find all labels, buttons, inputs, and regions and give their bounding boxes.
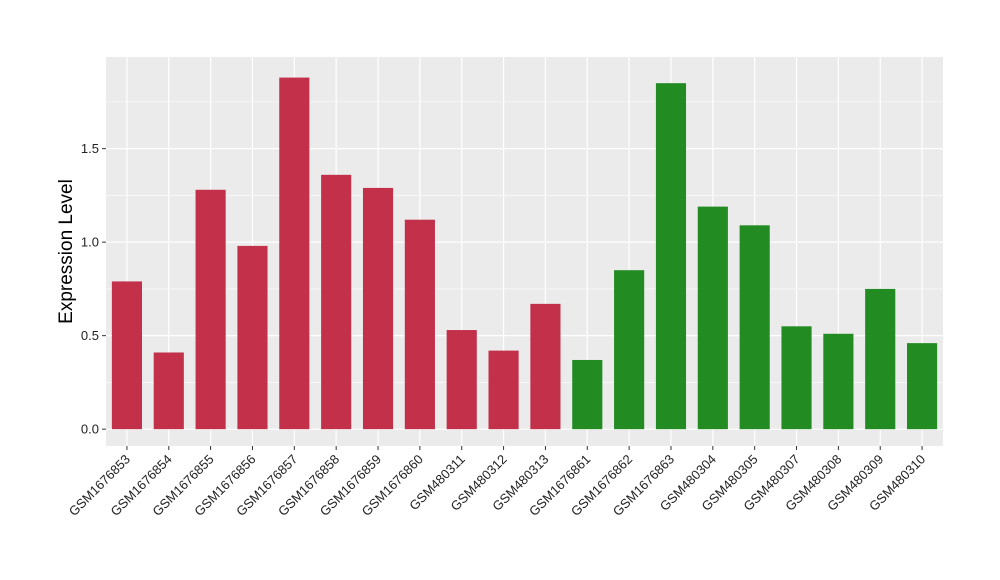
plot-panel [106,57,943,446]
bar-gsm1676861 [572,359,603,430]
bar-gsm480312 [488,350,519,430]
y-tick-label: 1.0 [81,235,99,250]
bar-gsm480309 [865,288,896,430]
bar-gsm480307 [781,326,812,430]
bar-gsm1676859 [362,187,394,430]
x-axis: GSM1676853GSM1676854GSM1676855GSM1676856… [66,446,928,519]
bars [111,77,938,430]
bar-gsm1676853 [111,281,142,430]
y-tick-label: 0.0 [81,422,99,437]
bar-gsm480305 [739,225,770,430]
y-axis-title: Expression Level [56,179,77,324]
y-axis: 0.0 0.5 1.0 1.5 [81,141,106,437]
y-tick-label: 1.5 [81,141,99,156]
bar-gsm1676863 [655,83,687,430]
bar-gsm480308 [823,333,854,430]
y-tick-label: 0.5 [81,328,99,343]
bar-gsm1676860 [404,219,435,430]
bar-gsm480313 [530,303,561,430]
bar-gsm480311 [446,330,477,430]
bar-gsm1676858 [321,174,352,430]
bar-gsm480310 [907,343,938,430]
bar-gsm1676862 [614,270,645,430]
bar-gsm1676856 [237,245,268,430]
bar-gsm1676857 [279,77,310,430]
bar-gsm1676855 [195,189,226,430]
bar-gsm1676854 [153,352,184,430]
bar-gsm480304 [697,206,728,430]
